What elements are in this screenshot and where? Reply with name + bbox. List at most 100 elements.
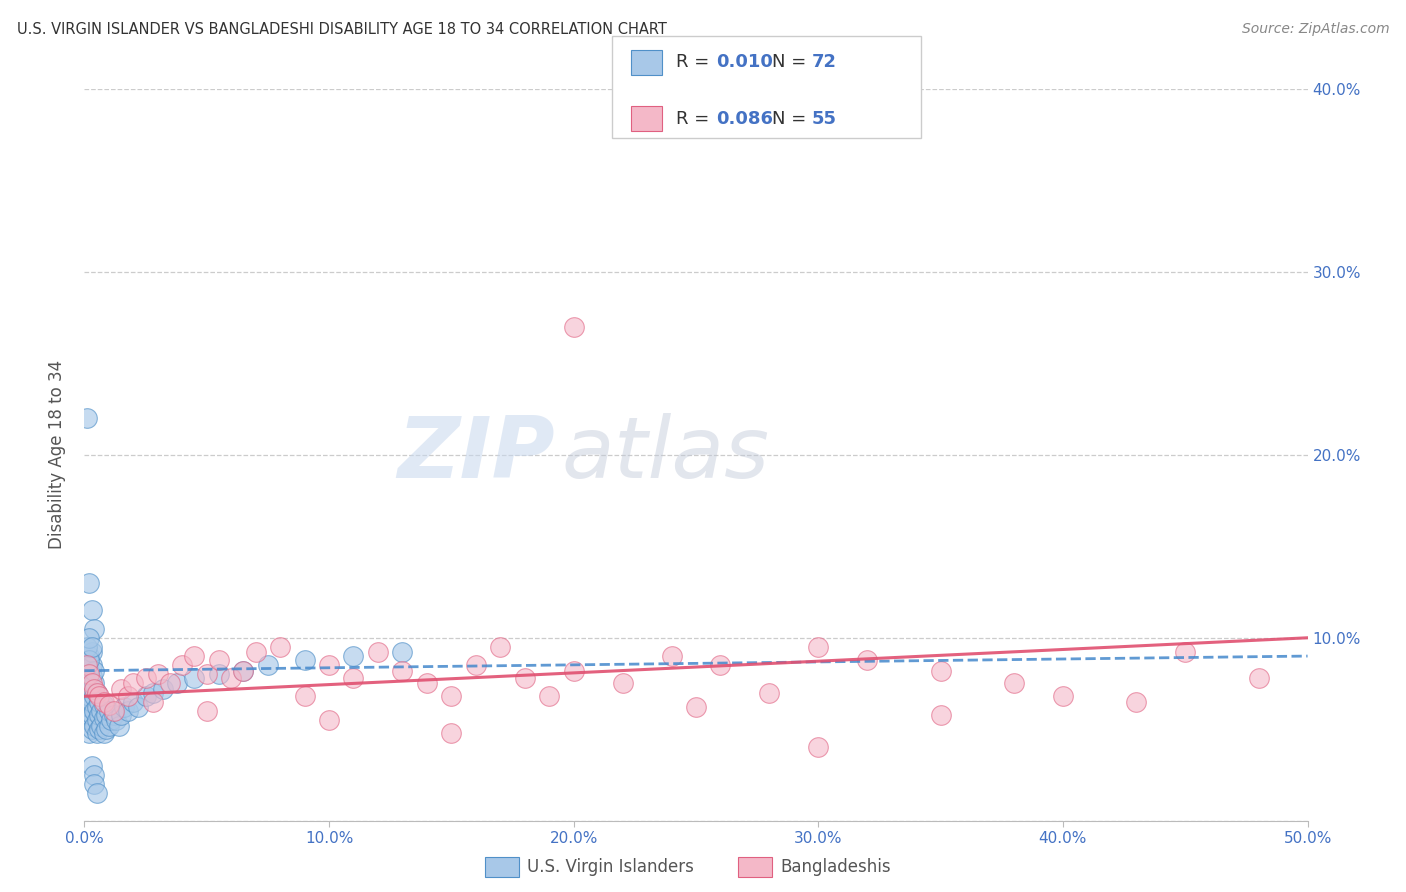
- Point: [245, 645, 267, 659]
- Point: [77, 631, 100, 645]
- Point: [112, 700, 135, 714]
- Point: [93, 695, 115, 709]
- Point: [807, 640, 830, 654]
- Point: [159, 676, 181, 690]
- Point: [80, 669, 103, 683]
- Point: [257, 658, 280, 673]
- Point: [367, 645, 389, 659]
- Point: [110, 681, 132, 696]
- Point: [76, 681, 98, 696]
- Point: [80, 723, 103, 737]
- Text: R =: R =: [676, 54, 716, 71]
- Point: [97, 718, 120, 732]
- Y-axis label: Disability Age 18 to 34: Disability Age 18 to 34: [48, 360, 66, 549]
- Point: [183, 671, 205, 685]
- Point: [105, 713, 128, 727]
- Text: atlas: atlas: [561, 413, 769, 497]
- Point: [77, 700, 100, 714]
- Point: [80, 758, 103, 772]
- Point: [77, 676, 100, 690]
- Point: [87, 695, 110, 709]
- Point: [77, 576, 100, 591]
- Point: [80, 707, 103, 722]
- Point: [166, 676, 188, 690]
- Text: N =: N =: [772, 110, 811, 128]
- Text: 0.086: 0.086: [716, 110, 773, 128]
- Point: [127, 700, 149, 714]
- Point: [100, 713, 122, 727]
- Point: [172, 658, 194, 673]
- Point: [90, 718, 112, 732]
- Point: [76, 695, 98, 709]
- Text: U.S. VIRGIN ISLANDER VS BANGLADESHI DISABILITY AGE 18 TO 34 CORRELATION CHART: U.S. VIRGIN ISLANDER VS BANGLADESHI DISA…: [17, 22, 666, 37]
- Point: [96, 707, 118, 722]
- Point: [77, 664, 100, 678]
- Point: [93, 726, 115, 740]
- Point: [318, 713, 340, 727]
- Point: [103, 704, 125, 718]
- Point: [612, 676, 634, 690]
- Point: [97, 704, 120, 718]
- Point: [562, 664, 585, 678]
- Point: [219, 671, 242, 685]
- Point: [122, 695, 145, 709]
- Point: [77, 653, 100, 667]
- Point: [83, 622, 105, 636]
- Point: [208, 667, 231, 681]
- Point: [117, 690, 139, 704]
- Text: R =: R =: [676, 110, 716, 128]
- Point: [80, 658, 103, 673]
- Text: U.S. Virgin Islanders: U.S. Virgin Islanders: [527, 858, 695, 876]
- Point: [1174, 645, 1197, 659]
- Point: [856, 653, 879, 667]
- Point: [562, 319, 585, 334]
- Point: [76, 411, 98, 425]
- Point: [807, 740, 830, 755]
- Point: [318, 658, 340, 673]
- Point: [342, 649, 364, 664]
- Point: [416, 676, 439, 690]
- Point: [117, 704, 139, 718]
- Point: [80, 645, 103, 659]
- Point: [152, 681, 174, 696]
- Point: [87, 690, 110, 704]
- Point: [80, 640, 103, 654]
- Point: [1125, 695, 1147, 709]
- Point: [391, 645, 413, 659]
- Text: ZIP: ZIP: [398, 413, 555, 497]
- Point: [122, 676, 145, 690]
- Point: [80, 676, 103, 690]
- Point: [195, 667, 218, 681]
- Point: [269, 640, 291, 654]
- Point: [83, 718, 105, 732]
- Point: [294, 653, 316, 667]
- Point: [77, 690, 100, 704]
- Point: [440, 690, 463, 704]
- Point: [76, 658, 98, 673]
- Point: [464, 658, 486, 673]
- Point: [1002, 676, 1025, 690]
- Point: [135, 690, 157, 704]
- Point: [77, 649, 100, 664]
- Text: 0.010: 0.010: [716, 54, 772, 71]
- Point: [661, 649, 683, 664]
- Point: [294, 690, 316, 704]
- Point: [929, 664, 952, 678]
- Point: [195, 704, 218, 718]
- Point: [86, 700, 108, 714]
- Point: [77, 713, 100, 727]
- Point: [107, 718, 129, 732]
- Point: [83, 676, 105, 690]
- Point: [208, 653, 231, 667]
- Point: [685, 700, 707, 714]
- Point: [391, 664, 413, 678]
- Point: [96, 723, 118, 737]
- Point: [232, 664, 254, 678]
- Text: Source: ZipAtlas.com: Source: ZipAtlas.com: [1241, 22, 1389, 37]
- Point: [232, 664, 254, 678]
- Point: [97, 698, 120, 713]
- Point: [83, 777, 105, 791]
- Point: [80, 681, 103, 696]
- Point: [76, 658, 98, 673]
- Point: [83, 690, 105, 704]
